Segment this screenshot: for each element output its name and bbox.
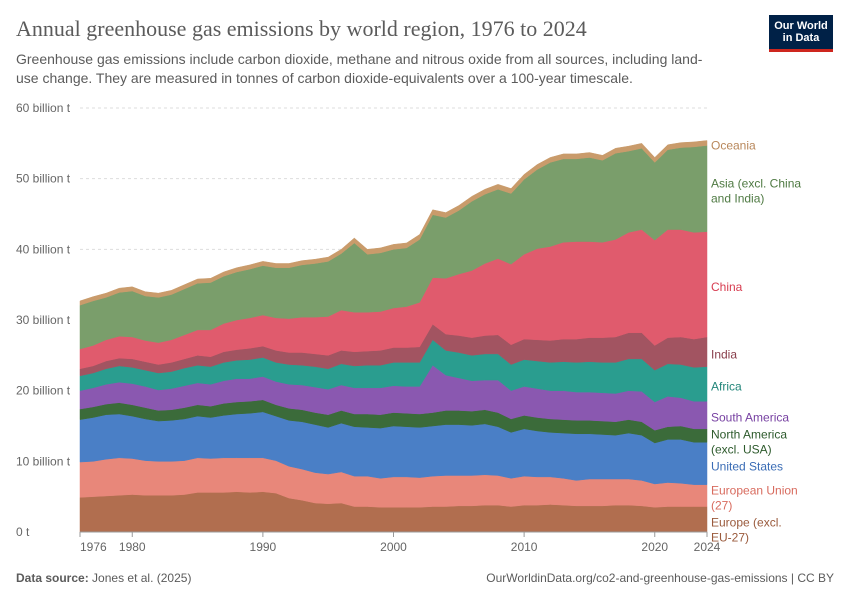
x-axis: 1976 1980 1990 2000 2010 2020 2024 xyxy=(79,531,721,554)
source-label: Data source: xyxy=(16,571,89,585)
end-label-united-states: United States xyxy=(711,460,783,474)
owid-logo[interactable]: Our World in Data xyxy=(769,15,833,52)
y-tick-label: 40 billion t xyxy=(16,242,71,256)
area-oceania[interactable] xyxy=(79,140,708,306)
end-label-asia-excl-china-and-india: Asia (excl. China and India) xyxy=(711,177,801,206)
end-label-european-union-27: European Union (27) xyxy=(711,484,798,513)
chart-subtitle: Greenhouse gas emissions include carbon … xyxy=(16,51,703,86)
y-tick-label: 50 billion t xyxy=(16,172,71,186)
x-tick-label: 2000 xyxy=(380,540,407,554)
y-tick-label: 30 billion t xyxy=(16,313,71,327)
y-tick-label: 20 billion t xyxy=(16,384,71,398)
series-end-labels: Oceania Asia (excl. China and India) China I… xyxy=(711,138,801,544)
end-label-china: China xyxy=(711,280,743,294)
end-label-north-america-excl-usa: North America (excl. USA) xyxy=(711,428,787,457)
x-tick-label: 2024 xyxy=(694,540,721,554)
x-tick-label: 2010 xyxy=(511,540,538,554)
x-tick-label: 1976 xyxy=(80,540,107,554)
end-label-oceania: Oceania xyxy=(711,138,756,152)
logo-line-2: in Data xyxy=(782,32,820,44)
x-tick-label: 1990 xyxy=(250,540,277,554)
y-tick-label: 0 t xyxy=(16,525,30,539)
y-tick-label: 60 billion t xyxy=(16,101,71,115)
area-series xyxy=(79,140,708,533)
chart-title: Annual greenhouse gas emissions by world… xyxy=(16,16,587,41)
end-label-europe-excl-eu-27: Europe (excl. EU-27) xyxy=(711,516,782,545)
y-tick-label: 10 billion t xyxy=(16,454,71,468)
end-label-africa: Africa xyxy=(711,379,742,393)
x-tick-label: 2020 xyxy=(641,540,668,554)
logo-line-1: Our World xyxy=(774,20,828,32)
data-source: Data source: Jones et al. (2025) xyxy=(16,571,191,585)
end-label-south-america: South America xyxy=(711,411,789,425)
end-label-india: India xyxy=(711,347,737,361)
x-tick-label: 1980 xyxy=(119,540,146,554)
source-url[interactable]: OurWorldinData.org/co2-and-greenhouse-ga… xyxy=(486,571,834,585)
y-axis: 0 t 10 billion t 20 billion t 30 billion t 4… xyxy=(16,101,71,539)
source-text[interactable]: Jones et al. (2025) xyxy=(92,571,192,585)
